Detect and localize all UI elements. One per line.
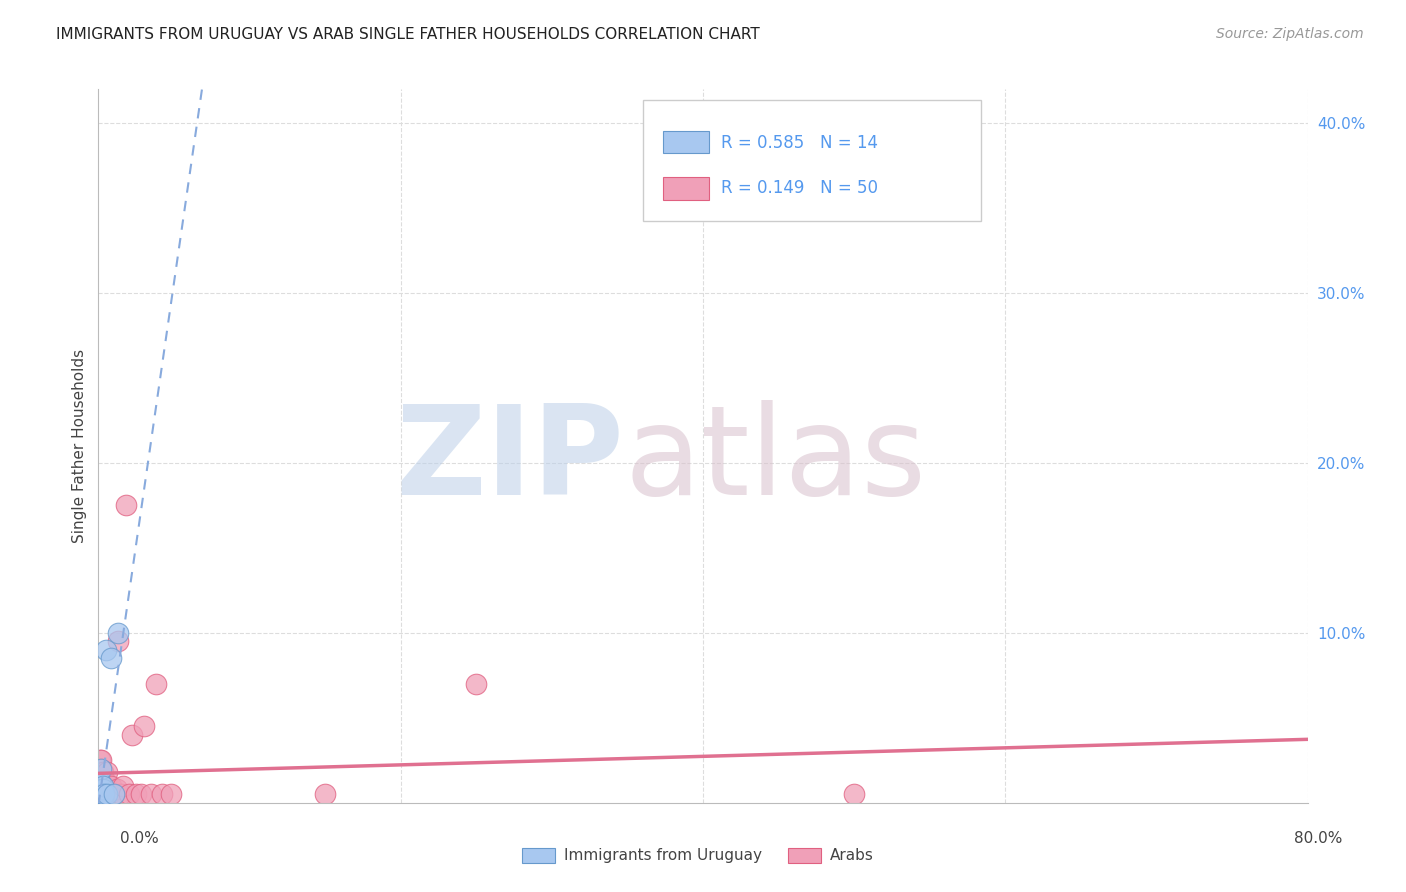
Point (94, 643, 117, 657)
Bar (522, 847, 555, 863)
Point (91, 787, 114, 801)
Point (93, 775, 115, 789)
Point (91, 779, 114, 793)
Text: R = 0.585   N = 14: R = 0.585 N = 14 (721, 134, 879, 152)
Point (129, 787, 152, 801)
Point (90, 782, 112, 797)
Point (93, 782, 115, 797)
Point (110, 787, 132, 801)
Point (107, 626, 129, 640)
Point (90, 762, 112, 776)
Point (844, 787, 866, 801)
Bar (664, 177, 709, 200)
Point (89, 779, 111, 793)
Point (100, 651, 122, 665)
Point (105, 782, 128, 797)
Point (89, 787, 111, 801)
Point (90, 753, 112, 767)
Point (89, 787, 111, 801)
Point (89, 787, 111, 801)
Point (96, 782, 118, 797)
Point (90, 762, 112, 776)
Text: Source: ZipAtlas.com: Source: ZipAtlas.com (1216, 27, 1364, 41)
Point (100, 779, 122, 793)
Point (90, 787, 112, 801)
Point (89, 787, 111, 801)
Point (90, 770, 112, 784)
Point (89, 753, 111, 767)
Point (314, 787, 336, 801)
Point (160, 787, 183, 801)
Point (91, 782, 114, 797)
Point (114, 499, 136, 513)
Text: IMMIGRANTS FROM URUGUAY VS ARAB SINGLE FATHER HOUSEHOLDS CORRELATION CHART: IMMIGRANTS FROM URUGUAY VS ARAB SINGLE F… (56, 27, 761, 42)
Text: ZIP: ZIP (395, 400, 624, 521)
Bar (787, 847, 821, 863)
Point (90, 787, 112, 801)
Point (141, 787, 163, 801)
Text: 0.0%: 0.0% (120, 831, 159, 846)
Point (94, 782, 117, 797)
Point (90, 779, 112, 793)
Point (93, 787, 115, 801)
Point (121, 728, 143, 742)
Y-axis label: Single Father Households: Single Father Households (72, 349, 87, 543)
Point (90, 787, 112, 801)
Point (125, 787, 148, 801)
Point (89, 787, 111, 801)
Point (91, 765, 114, 780)
Point (91, 782, 114, 797)
Point (89, 779, 111, 793)
Point (118, 787, 141, 801)
Point (96, 765, 118, 780)
Point (94, 787, 117, 801)
Point (91, 787, 114, 801)
Point (89, 775, 111, 789)
Text: Arabs: Arabs (830, 848, 875, 863)
Point (91, 779, 114, 793)
Point (107, 634, 129, 648)
Text: 80.0%: 80.0% (1295, 831, 1343, 846)
Point (91, 787, 114, 801)
FancyBboxPatch shape (643, 100, 981, 221)
Point (89, 770, 111, 784)
Point (150, 787, 173, 801)
Point (89, 775, 111, 789)
Text: Immigrants from Uruguay: Immigrants from Uruguay (564, 848, 762, 863)
Text: atlas: atlas (624, 400, 927, 521)
Text: R = 0.149   N = 50: R = 0.149 N = 50 (721, 179, 879, 197)
Point (93, 787, 115, 801)
Point (96, 787, 118, 801)
Point (132, 719, 155, 733)
Point (111, 779, 134, 793)
Point (98, 787, 121, 801)
Point (103, 787, 125, 801)
Point (145, 677, 167, 691)
Bar (664, 130, 709, 153)
Point (89, 782, 111, 797)
Point (94, 775, 117, 789)
Point (103, 787, 125, 801)
Point (465, 677, 488, 691)
Point (89, 762, 111, 776)
